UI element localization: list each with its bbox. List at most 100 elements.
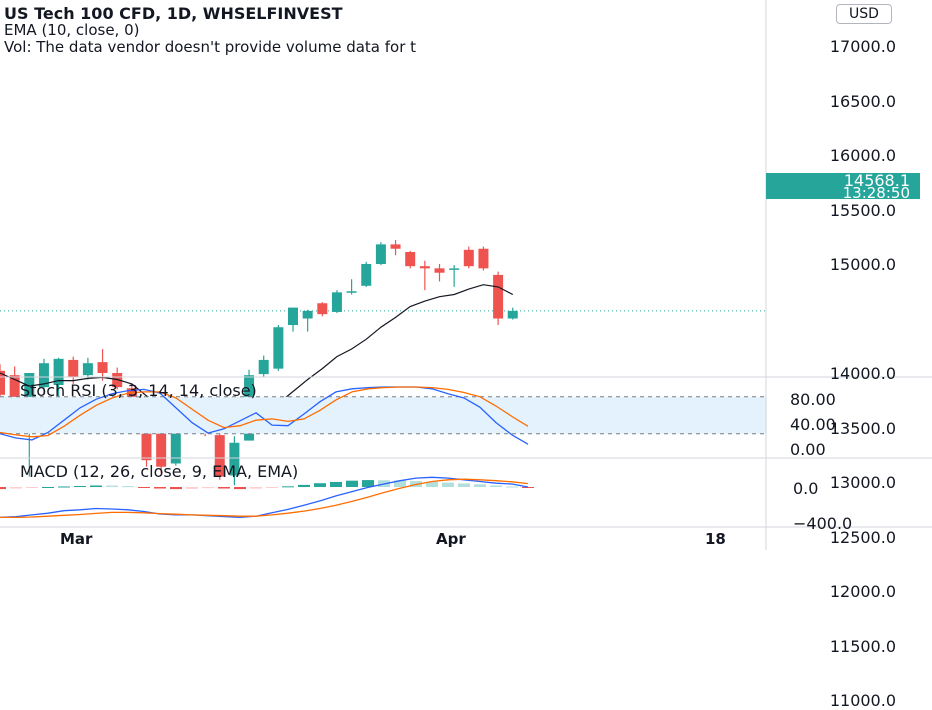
candle-body xyxy=(375,244,386,264)
macd-histogram-bar xyxy=(298,484,310,487)
macd-histogram-bar xyxy=(10,487,22,489)
price-axis-tick: 16500.0 xyxy=(829,91,896,111)
stoch-rsi-legend[interactable]: Stoch RSI (3, 3, 14, 14, close) xyxy=(20,381,257,400)
volume-legend[interactable]: Vol: The data vendor doesn't provide vol… xyxy=(4,38,417,56)
pane-separators xyxy=(0,0,932,550)
price-axis-tick: 12000.0 xyxy=(829,582,896,601)
symbol-title[interactable]: US Tech 100 CFD, 1D, WHSELFINVEST xyxy=(4,4,343,23)
price-axis-tick: 12500.0 xyxy=(829,527,896,547)
macd-legend[interactable]: MACD (12, 26, close, 9, EMA, EMA) xyxy=(20,462,299,481)
macd-histogram-bar xyxy=(394,480,406,487)
macd-histogram-bar xyxy=(154,487,166,489)
currency-button[interactable]: USD xyxy=(836,4,892,24)
price-axis-tick: 13000.0 xyxy=(829,473,896,492)
macd-histogram-bar xyxy=(362,480,374,487)
macd-layer xyxy=(0,476,534,519)
macd-histogram-bar xyxy=(442,482,454,487)
candle-body xyxy=(24,373,35,412)
candle-body xyxy=(68,359,79,378)
price-axis-tick: 11000.0 xyxy=(829,691,896,710)
macd-histogram-bar xyxy=(346,480,358,487)
candle-body xyxy=(405,252,416,267)
candle-body xyxy=(214,435,225,477)
candle-body xyxy=(288,307,298,326)
macd-histogram-bar xyxy=(234,487,246,490)
candle-body xyxy=(258,359,269,375)
candle-body xyxy=(302,310,313,319)
candle-body xyxy=(361,264,372,286)
macd-histogram-bar xyxy=(58,486,70,488)
macd-histogram-bar xyxy=(0,487,6,490)
macd-histogram-bar xyxy=(202,487,214,489)
price-axis-tick: 13500.0 xyxy=(829,418,896,438)
price-axis-tick: 11500.0 xyxy=(829,636,896,656)
candle-body xyxy=(9,375,20,413)
candle-body xyxy=(53,358,64,385)
macd-histogram-bar xyxy=(26,487,38,489)
candle-body xyxy=(38,363,49,388)
macd-histogram-bar xyxy=(106,485,118,487)
candle-body xyxy=(97,362,108,373)
stoch-layer xyxy=(0,386,766,445)
stoch-axis-40: 40.00 xyxy=(790,415,836,434)
macd-histogram-bar xyxy=(522,487,534,488)
ema-legend[interactable]: EMA (10, close, 0) xyxy=(4,21,140,39)
macd-histogram-bar xyxy=(90,485,102,487)
candle-body xyxy=(331,292,342,312)
candle-body xyxy=(0,370,5,395)
time-label-apr: Apr xyxy=(436,530,466,548)
stoch-d-line xyxy=(0,386,529,438)
candle-body xyxy=(449,268,460,270)
candle-body xyxy=(82,363,93,376)
candle-body xyxy=(229,442,240,476)
time-label-18: 18 xyxy=(705,530,726,548)
stoch-axis-0: 0.00 xyxy=(790,440,826,459)
candle-body xyxy=(507,310,518,319)
macd-histogram-bar xyxy=(218,487,230,489)
candle-body xyxy=(156,427,167,467)
macd-histogram-bar xyxy=(314,483,326,487)
macd-histogram-bar xyxy=(282,486,294,488)
macd-histogram-bar xyxy=(74,485,86,487)
macd-histogram-bar xyxy=(138,487,150,488)
candle-body xyxy=(434,268,445,273)
candles-layer xyxy=(0,240,518,486)
stoch-axis-80: 80.00 xyxy=(790,390,836,409)
candle-body xyxy=(126,388,137,404)
macd-line xyxy=(0,476,529,519)
macd-axis-neg400: −400.0 xyxy=(793,514,853,533)
price-axis-tick: 17000.0 xyxy=(829,37,896,56)
price-axis-tick: 15500.0 xyxy=(829,200,896,220)
price-axis-tick: 14000.0 xyxy=(829,364,896,383)
candle-body xyxy=(478,248,489,269)
macd-axis-zero: 0.0 xyxy=(793,479,819,498)
macd-histogram-bar xyxy=(266,487,278,488)
macd-histogram-bar xyxy=(458,483,470,487)
macd-histogram-bar xyxy=(490,485,502,487)
candle-body xyxy=(273,327,284,369)
macd-histogram-bar xyxy=(474,484,486,487)
stoch-band xyxy=(0,396,766,434)
macd-histogram-bar xyxy=(42,487,54,488)
macd-histogram-bar xyxy=(122,486,134,488)
macd-histogram-bar xyxy=(250,487,262,489)
candle-body xyxy=(390,244,401,249)
price-axis-tick: 15000.0 xyxy=(829,255,896,274)
candle-body xyxy=(419,266,430,269)
price-axis-tick: 16000.0 xyxy=(829,146,896,165)
macd-histogram-bar xyxy=(170,487,182,490)
candle-body xyxy=(493,274,504,319)
last-price-value: 14568.1 xyxy=(843,171,910,190)
signal-line xyxy=(0,478,529,519)
chart-canvas[interactable] xyxy=(0,0,932,550)
macd-histogram-bar xyxy=(506,486,518,488)
candle-body xyxy=(346,291,357,293)
bar-countdown: 13:28:50 xyxy=(842,184,910,202)
last-price-tag: 14568.1 13:28:50 xyxy=(766,171,920,202)
time-label-mar: Mar xyxy=(60,530,93,548)
macd-histogram-bar xyxy=(426,481,438,487)
candle-body xyxy=(463,249,474,267)
macd-histogram-bar xyxy=(186,487,198,489)
candle-body xyxy=(317,303,328,315)
price-axis-tick: 17500.0 xyxy=(830,0,896,2)
